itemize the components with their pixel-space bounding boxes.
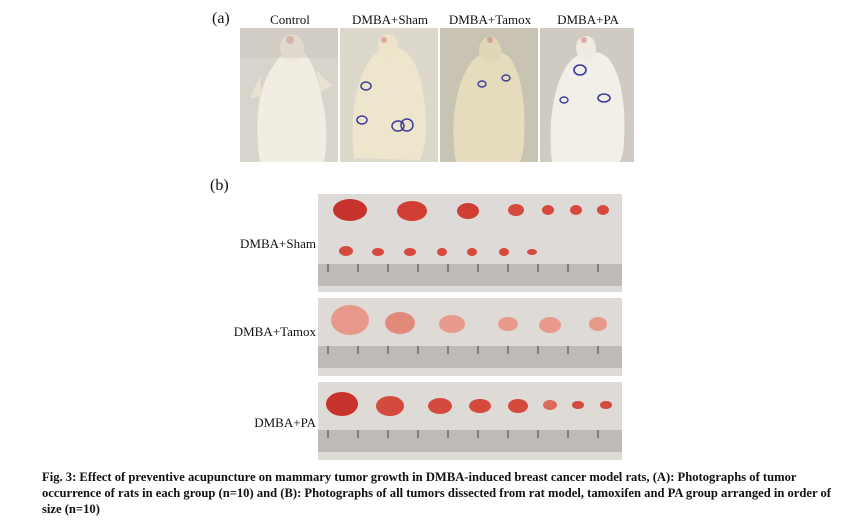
panel-a-label: (a) bbox=[212, 10, 230, 27]
group-label-pa: DMBA+PA bbox=[557, 12, 619, 27]
figure-caption: Fig. 3: Effect of preventive acupuncture… bbox=[42, 470, 831, 516]
row-label-tamox: DMBA+Tamox bbox=[233, 324, 316, 339]
photo-sham-tumors bbox=[318, 194, 622, 292]
photo-sham-rat bbox=[340, 28, 438, 162]
panel-b-label: (b) bbox=[210, 177, 229, 194]
photo-pa-rat bbox=[540, 28, 634, 162]
photo-tamox-rat bbox=[440, 28, 538, 162]
row-label-pa: DMBA+PA bbox=[254, 415, 316, 430]
group-label-control: Control bbox=[270, 12, 310, 27]
group-label-sham: DMBA+Sham bbox=[352, 12, 428, 27]
photo-pa-tumors bbox=[318, 382, 622, 460]
photo-control-rat bbox=[240, 28, 338, 162]
photo-tamox-tumors bbox=[318, 298, 622, 376]
row-label-sham: DMBA+Sham bbox=[240, 236, 316, 251]
group-label-tamox: DMBA+Tamox bbox=[448, 12, 532, 27]
